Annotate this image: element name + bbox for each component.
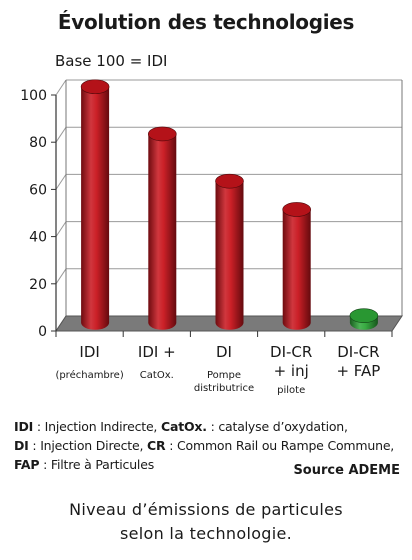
- legend-key-catox: CatOx.: [160, 419, 207, 434]
- category-main-label: + inj: [274, 362, 309, 380]
- category-label: DI Pompe distributrice: [194, 343, 254, 394]
- legend-key-fap: FAP: [14, 457, 40, 472]
- category-main-label: + FAP: [336, 362, 380, 380]
- figure-caption: Niveau d’émissions de particules selon l…: [0, 498, 412, 546]
- gridline-depth: [55, 221, 67, 237]
- category-main-label: IDI +: [138, 343, 176, 361]
- bar-body: [282, 209, 311, 330]
- bar: [349, 308, 379, 330]
- legend-line-3: FAP : Filtre à Particules: [14, 455, 404, 474]
- gridline-depth: [55, 268, 67, 285]
- legend-text: : Injection Directe,: [28, 438, 148, 453]
- bar-top: [282, 202, 312, 217]
- category-sublabel: distributrice: [194, 383, 254, 394]
- caption-line-1: Niveau d’émissions de particules: [69, 500, 343, 519]
- y-tick-label: 0: [38, 324, 47, 340]
- legend-key-di: DI: [14, 438, 29, 453]
- category-sublabel: (préchambre): [55, 369, 123, 381]
- category-sublabel: CatOx.: [140, 370, 174, 381]
- legend-text: : catalyse d’oxydation,: [206, 419, 348, 434]
- bar-body: [148, 133, 177, 330]
- category-label: IDI + CatOx.: [138, 343, 176, 381]
- bar: [80, 79, 110, 330]
- bar-top: [349, 308, 379, 323]
- legend-text: : Injection Indirecte,: [33, 419, 161, 434]
- y-tick-label: 40: [29, 230, 47, 246]
- category-main-label: DI: [216, 343, 232, 361]
- legend-key-cr: CR: [147, 438, 166, 453]
- chart-title: Évolution des technologies: [57, 10, 355, 34]
- y-tick-label: 60: [29, 182, 47, 198]
- bar-top: [148, 126, 177, 142]
- legend-key-idi: IDI: [14, 419, 34, 434]
- category-sublabel: Pompe: [207, 370, 241, 381]
- bar: [148, 126, 177, 330]
- legend-line-1: IDI : Injection Indirecte, CatOx. : cata…: [14, 417, 404, 436]
- bar: [282, 202, 312, 330]
- bar-top: [80, 79, 110, 95]
- legend-line-2: DI : Injection Directe, CR : Common Rail…: [14, 436, 404, 455]
- y-tick-label: 100: [20, 88, 47, 104]
- category-main-label: IDI: [79, 343, 99, 361]
- category-label: IDI (préchambre): [55, 343, 123, 381]
- category-main-label: DI-CR: [337, 343, 379, 361]
- bar-top: [215, 173, 244, 189]
- caption-line-2: selon la technologie.: [119, 524, 293, 543]
- category-main-label: DI-CR: [270, 343, 312, 361]
- bar-chart: 0 20 40 60 80 100 IDI (préchambre) IDI + CatOx. DI…: [20, 79, 403, 396]
- chart-subtitle: Base 100 = IDI: [55, 52, 168, 70]
- gridline-depth: [55, 174, 67, 190]
- category-sublabel: pilote: [277, 385, 305, 396]
- category-label: DI-CR+ FAP: [336, 343, 380, 380]
- gridline-depth: [55, 126, 67, 143]
- bar-body: [215, 181, 244, 330]
- category-label: DI-CR+ inj pilote: [270, 343, 312, 396]
- y-tick-label: 20: [29, 277, 47, 293]
- y-tick-label: 80: [29, 135, 47, 151]
- bar-body: [81, 86, 110, 330]
- legend-text: : Filtre à Particules: [39, 457, 155, 472]
- gridline-depth: [55, 79, 67, 96]
- bar: [215, 173, 244, 330]
- source-credit: Source ADEME: [293, 463, 400, 478]
- abbreviation-legend: IDI : Injection Indirecte, CatOx. : cata…: [14, 417, 404, 474]
- legend-text: : Common Rail ou Rampe Commune,: [165, 438, 395, 453]
